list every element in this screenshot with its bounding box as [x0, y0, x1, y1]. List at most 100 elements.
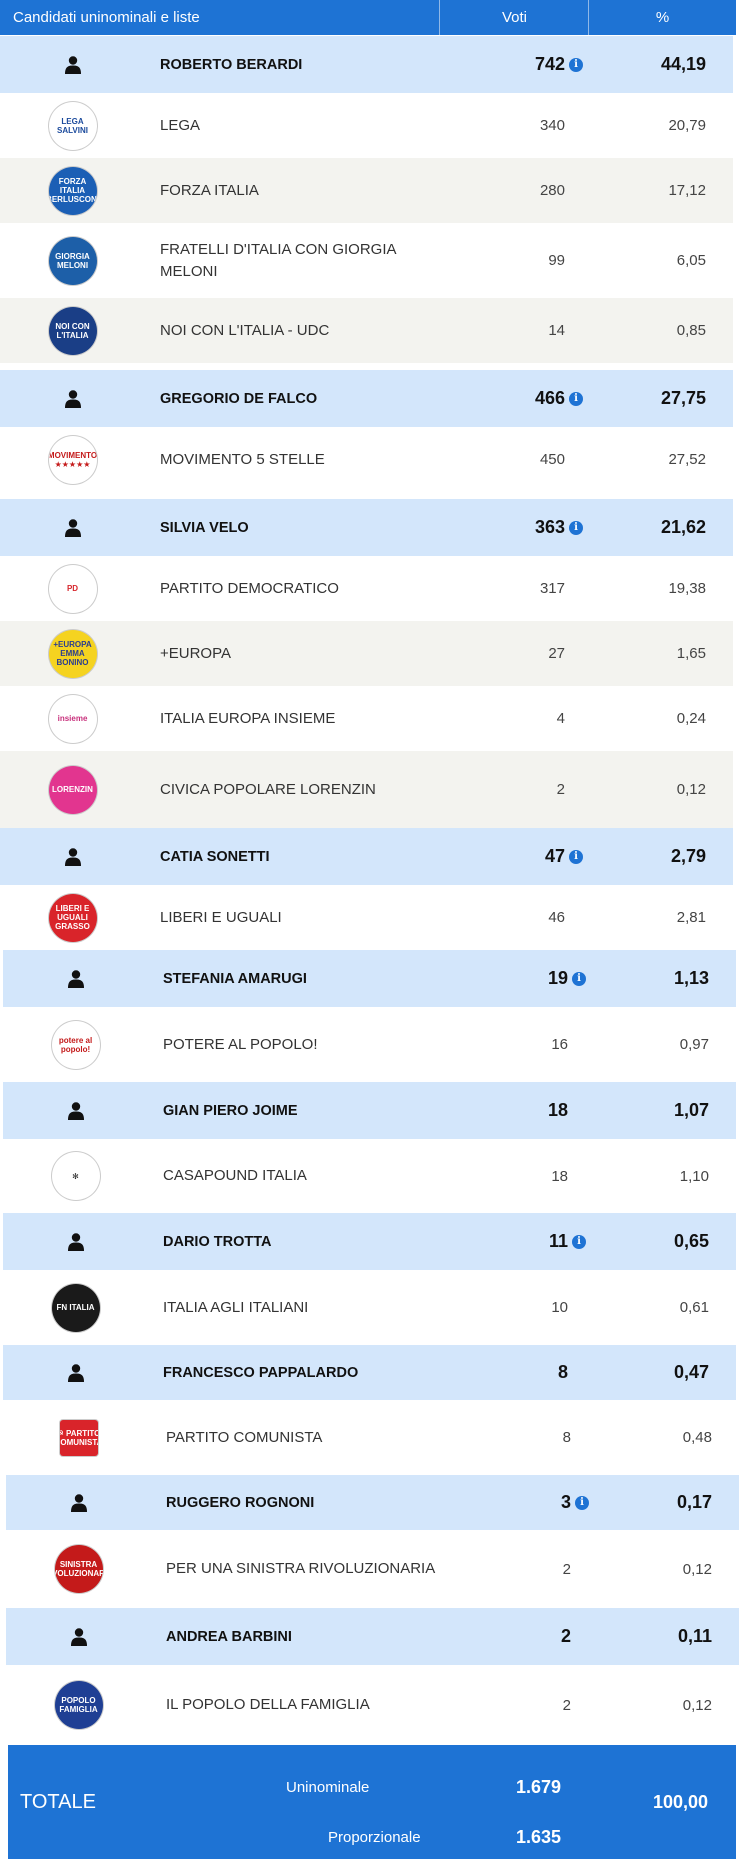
candidate-row: SILVIA VELO 363 i 21,62 [0, 499, 733, 556]
candidate-row: ANDREA BARBINI 2 0,11 [6, 1608, 739, 1665]
party-name: LIBERI E UGUALI [160, 908, 282, 926]
candidate-row: RUGGERO ROGNONI 3 i 0,17 [6, 1475, 739, 1530]
party-row: potere al popolo! POTERE AL POPOLO! 16 0,97 [3, 1007, 736, 1082]
votes-value: 46 [548, 909, 565, 926]
party-logo: PD [0, 556, 145, 621]
totals-percent: 100,00 [653, 1792, 709, 1812]
votes-value: 11 [548, 1231, 568, 1251]
votes-value: 16 [551, 1036, 568, 1053]
percent-value: 1,65 [676, 645, 706, 662]
insieme-logo-icon: insieme [48, 694, 97, 743]
sinistra-rivoluzionaria-logo-icon: SINISTRA RIVOLUZIONARIA [54, 1545, 103, 1593]
party-logo: SINISTRA RIVOLUZIONARIA [6, 1530, 151, 1608]
candidate-name: ANDREA BARBINI [166, 1628, 292, 1645]
candidate-name: ROBERTO BERARDI [160, 56, 303, 73]
party-name: CIVICA POPOLARE LORENZIN [160, 780, 376, 798]
info-icon[interactable]: i [569, 57, 583, 72]
votes-value: 317 [539, 580, 565, 597]
header-percent[interactable]: % [655, 9, 670, 26]
party-name: CASAPOUND ITALIA [163, 1167, 307, 1184]
party-logo: GIORGIA MELONI [0, 223, 145, 298]
candidate-row: DARIO TROTTA 11 i 0,65 [3, 1213, 736, 1270]
votes-value: 99 [548, 252, 565, 269]
votes-cell: 46 [440, 885, 600, 950]
votes-value: 363 [534, 517, 565, 537]
party-row: +EUROPA EMMA BONINO +EUROPA 27 1,65 [0, 621, 733, 686]
votes-cell: 99 [440, 223, 600, 298]
votes-value: 4 [556, 710, 565, 727]
lega-logo-icon: LEGA SALVINI [48, 101, 97, 150]
party-name: ITALIA AGLI ITALIANI [163, 1298, 309, 1316]
party-row: FN ITALIA ITALIA AGLI ITALIANI 10 0,61 [3, 1270, 736, 1345]
candidate-name: STEFANIA AMARUGI [163, 970, 307, 987]
party-row: MOVIMENTO ★★★★★ MOVIMENTO 5 STELLE 450 27,5… [0, 427, 733, 492]
votes-value: 19 [547, 968, 568, 988]
votes-value: 2 [556, 781, 565, 798]
info-icon[interactable]: i [569, 520, 583, 535]
votes-cell: 18 [443, 1082, 603, 1139]
party-name: NOI CON L'ITALIA - UDC [160, 321, 330, 339]
person-icon [0, 499, 145, 556]
party-logo: insieme [0, 686, 145, 751]
percent-value: 20,79 [668, 117, 706, 134]
votes-cell: 2 [440, 751, 600, 828]
candidate-name: GREGORIO DE FALCO [160, 390, 318, 407]
popolo-famiglia-logo-icon: POPOLO FAMIGLIA [54, 1681, 103, 1729]
info-icon[interactable]: i [572, 971, 586, 986]
votes-cell: 2 [446, 1665, 606, 1745]
candidate-name: CATIA SONETTI [160, 848, 270, 865]
votes-value: 14 [548, 322, 565, 339]
percent-value: 2,79 [670, 846, 706, 866]
votes-value: 2 [560, 1626, 571, 1646]
party-name: IL POPOLO DELLA FAMIGLIA [166, 1696, 370, 1713]
votes-value: 18 [547, 1100, 568, 1120]
forza-italia-logo-icon: FORZA ITALIA BERLUSCONI [48, 166, 97, 215]
party-row: insieme ITALIA EUROPA INSIEME 4 0,24 [0, 686, 733, 751]
percent-value: 1,07 [673, 1100, 709, 1120]
header-votes[interactable]: Voti [441, 0, 589, 35]
percent-value: 0,85 [676, 322, 706, 339]
votes-value: 8 [562, 1429, 571, 1446]
party-logo: LEGA SALVINI [0, 93, 145, 158]
person-icon [3, 1345, 148, 1400]
votes-cell: 2 [446, 1608, 606, 1665]
liberi-uguali-logo-icon: LIBERI E UGUALI GRASSO [48, 893, 97, 942]
info-icon[interactable]: i [575, 1495, 589, 1510]
percent-value: 0,47 [673, 1362, 709, 1382]
header-candidates[interactable]: Candidati uninominali e liste [0, 0, 440, 35]
piu-europa-logo-icon: +EUROPA EMMA BONINO [48, 629, 97, 678]
votes-cell: 280 [440, 158, 600, 223]
info-icon[interactable]: i [572, 1234, 586, 1249]
person-icon [3, 1082, 148, 1139]
party-name: PARTITO DEMOCRATICO [160, 579, 339, 597]
percent-value: 0,12 [682, 1696, 712, 1714]
votes-cell: 466 i [440, 370, 600, 427]
percent-value: 0,97 [679, 1036, 709, 1053]
votes-value: 280 [539, 182, 565, 199]
potere-al-popolo-logo-icon: potere al popolo! [51, 1020, 100, 1069]
party-logo: ✻ [3, 1139, 148, 1213]
person-icon [6, 1608, 151, 1665]
party-logo: MOVIMENTO ★★★★★ [0, 427, 145, 492]
person-icon [0, 370, 145, 427]
info-icon[interactable]: i [569, 849, 583, 864]
percent-value: 0,12 [682, 1560, 712, 1578]
percent-value: 2,81 [676, 909, 706, 926]
votes-cell: 742 i [440, 36, 600, 93]
person-icon [3, 950, 148, 1007]
party-row: POPOLO FAMIGLIA IL POPOLO DELLA FAMIGLIA 2… [6, 1665, 739, 1745]
partito-comunista-logo-icon: ☭ PARTITO COMUNISTA [59, 1419, 98, 1456]
percent-value: 1,10 [679, 1167, 709, 1185]
votes-value: 27 [548, 645, 565, 662]
candidate-row: ROBERTO BERARDI 742 i 44,19 [0, 36, 733, 93]
totals-uninominal-label: Uninominale [286, 1779, 370, 1796]
votes-value: 3 [560, 1492, 571, 1512]
totals-label: TOTALE [20, 1791, 96, 1813]
percent-value: 0,12 [676, 781, 706, 798]
info-icon[interactable]: i [569, 391, 583, 406]
party-row: LORENZIN CIVICA POPOLARE LORENZIN 2 0,12 [0, 751, 733, 828]
votes-cell: 11 i [443, 1213, 603, 1270]
percent-value: 21,62 [660, 517, 706, 537]
